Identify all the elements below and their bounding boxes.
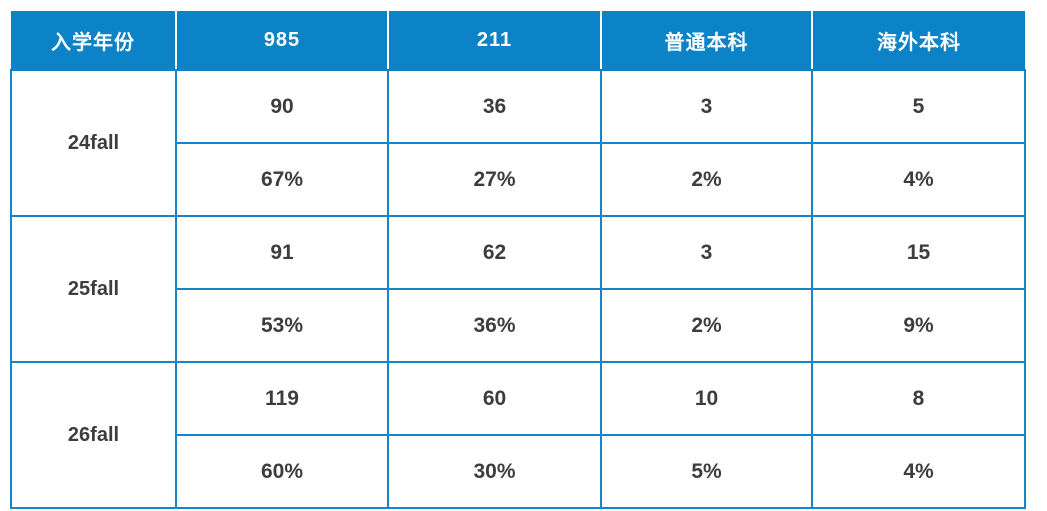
table-row-25fall-counts: 25fall 91 62 3 15 <box>10 215 1026 363</box>
cell-24fall-985-count: 90 <box>175 69 389 144</box>
cell-26fall-overseas-count: 8 <box>811 361 1026 436</box>
col-header-regular-undergrad: 普通本科 <box>600 11 813 71</box>
cell-26fall-985-percent: 60% <box>175 434 389 509</box>
col-header-enrollment-year: 入学年份 <box>11 11 177 71</box>
cell-26fall-regular-count: 10 <box>600 361 813 436</box>
cell-25fall-overseas-count: 15 <box>811 215 1026 290</box>
table-row-26fall-percents: 60% 30% 5% 4% <box>11 434 1026 509</box>
cell-24fall-regular-percent: 2% <box>600 142 813 217</box>
cell-24fall-regular-count: 3 <box>600 69 813 144</box>
cell-26fall-985-count: 119 <box>175 361 389 436</box>
enrollment-table: 入学年份 985 211 普通本科 海外本科 24fall 90 36 3 5 … <box>10 11 1026 509</box>
row-label-26fall: 26fall <box>10 361 177 509</box>
col-header-overseas-undergrad: 海外本科 <box>811 11 1025 71</box>
cell-26fall-regular-percent: 5% <box>600 434 813 509</box>
row-label-25fall: 25fall <box>10 215 177 363</box>
cell-24fall-overseas-count: 5 <box>811 69 1026 144</box>
cell-25fall-985-count: 91 <box>175 215 389 290</box>
table-row-24fall-percents: 67% 27% 2% 4% <box>11 142 1026 217</box>
cell-25fall-overseas-percent: 9% <box>811 288 1026 363</box>
cell-24fall-211-percent: 27% <box>387 142 602 217</box>
header-row: 入学年份 985 211 普通本科 海外本科 <box>11 11 1025 71</box>
cell-24fall-overseas-percent: 4% <box>811 142 1026 217</box>
table-row-26fall-counts: 26fall 119 60 10 8 <box>10 361 1026 509</box>
cell-24fall-985-percent: 67% <box>175 142 389 217</box>
cell-25fall-985-percent: 53% <box>175 288 389 363</box>
col-header-985: 985 <box>175 11 389 71</box>
cell-25fall-regular-percent: 2% <box>600 288 813 363</box>
table-row-24fall-counts: 24fall 90 36 3 5 <box>10 69 1026 217</box>
cell-25fall-211-count: 62 <box>387 215 602 290</box>
cell-25fall-211-percent: 36% <box>387 288 602 363</box>
table-row-25fall-percents: 53% 36% 2% 9% <box>11 288 1026 363</box>
cell-26fall-overseas-percent: 4% <box>811 434 1026 509</box>
cell-24fall-211-count: 36 <box>387 69 602 144</box>
row-label-24fall: 24fall <box>10 69 177 217</box>
cell-26fall-211-count: 60 <box>387 361 602 436</box>
col-header-211: 211 <box>387 11 602 71</box>
cell-25fall-regular-count: 3 <box>600 215 813 290</box>
cell-26fall-211-percent: 30% <box>387 434 602 509</box>
